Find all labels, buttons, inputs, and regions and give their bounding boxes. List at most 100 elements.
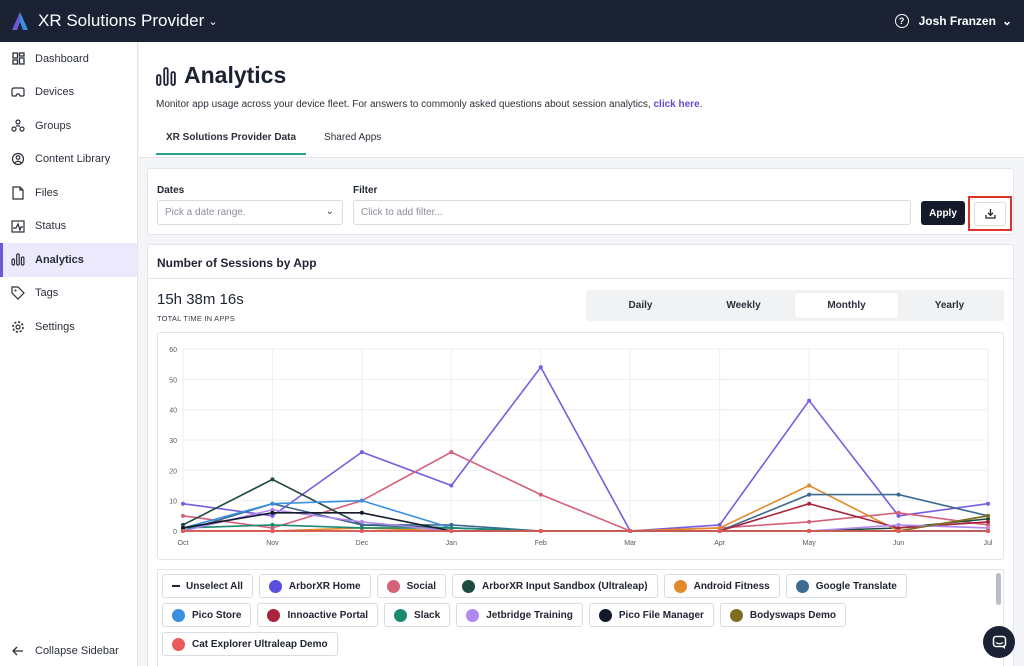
- data-point: [359, 450, 364, 455]
- data-point: [359, 498, 364, 503]
- sidebar-item-label: Dashboard: [35, 52, 89, 65]
- dashboard-icon: [11, 52, 25, 66]
- user-name[interactable]: Josh Franzen: [918, 14, 996, 28]
- data-point: [986, 529, 990, 533]
- data-point: [359, 510, 364, 515]
- y-tick-label: 60: [169, 347, 177, 354]
- main-content: Analytics Monitor app usage across your …: [139, 42, 1024, 666]
- date-range-select[interactable]: Pick a date range. ⌄: [157, 200, 343, 225]
- data-point: [359, 519, 364, 524]
- data-point: [986, 522, 990, 527]
- help-icon[interactable]: ?: [894, 14, 909, 28]
- unselect-all-button[interactable]: Unselect All: [162, 574, 253, 598]
- data-point: [181, 513, 185, 518]
- user-menu[interactable]: ? Josh Franzen ⌄: [894, 14, 1012, 28]
- legend-item[interactable]: Social: [376, 574, 447, 598]
- data-point: [896, 529, 901, 533]
- sidebar-item-label: Tags: [35, 287, 59, 300]
- legend-item[interactable]: ArborXR Home: [258, 574, 371, 598]
- legend-item[interactable]: Pico Store: [162, 603, 252, 627]
- download-button[interactable]: [974, 201, 1006, 226]
- analytics-icon: [156, 66, 176, 86]
- series-line: [183, 484, 989, 532]
- download-highlight: [968, 196, 1012, 231]
- legend-item[interactable]: Bodyswaps Demo: [719, 603, 847, 627]
- filter-label: Filter: [353, 185, 378, 196]
- series-line: [182, 365, 989, 532]
- chat-icon: [992, 635, 1006, 649]
- filter-input[interactable]: Click to add filter...: [353, 200, 911, 225]
- data-point: [181, 525, 185, 530]
- data-point: [896, 513, 901, 518]
- sidebar-item-groups[interactable]: Groups: [0, 109, 137, 143]
- legend-item[interactable]: Pico File Manager: [588, 603, 714, 627]
- x-tick-label: Nov: [266, 540, 279, 547]
- legend-item[interactable]: Cat Explorer Ultraleap Demo: [162, 632, 338, 656]
- page-subtitle: Monitor app usage across your device fle…: [156, 99, 1007, 110]
- period-monthly[interactable]: Monthly: [795, 293, 898, 318]
- legend: Unselect All ArborXR Home Social ArborXR I…: [157, 569, 1004, 666]
- filter-placeholder: Click to add filter...: [361, 207, 443, 218]
- data-point: [270, 513, 275, 518]
- y-tick-label: 0: [173, 529, 177, 536]
- data-point: [986, 501, 990, 506]
- sidebar-item-dashboard[interactable]: Dashboard: [0, 42, 137, 76]
- tab-shared-apps[interactable]: Shared Apps: [324, 132, 382, 143]
- data-point: [896, 492, 901, 497]
- x-tick-label: Dec: [356, 540, 369, 547]
- legend-item[interactable]: Jetbridge Training: [456, 603, 583, 627]
- data-point: [896, 510, 901, 515]
- legend-item[interactable]: Android Fitness: [663, 574, 780, 598]
- gear-icon: [11, 320, 25, 334]
- sidebar-item-settings[interactable]: Settings: [0, 310, 137, 344]
- chevron-down-icon[interactable]: ⌄: [208, 15, 218, 28]
- y-tick-label: 10: [169, 499, 177, 506]
- period-weekly[interactable]: Weekly: [726, 300, 761, 311]
- analytics-icon: [11, 253, 25, 267]
- chat-button[interactable]: [983, 626, 1015, 658]
- legend-label: Bodyswaps Demo: [749, 609, 837, 621]
- page-title: Analytics: [184, 62, 287, 88]
- legend-item[interactable]: Google Translate: [785, 574, 907, 598]
- apply-button[interactable]: Apply: [921, 201, 965, 225]
- chevron-down-icon[interactable]: ⌄: [1001, 14, 1012, 28]
- faq-link[interactable]: click here: [653, 99, 700, 110]
- sidebar-item-files[interactable]: Files: [0, 176, 137, 210]
- total-time-label: TOTAL TIME IN APPS: [157, 314, 235, 323]
- legend-item[interactable]: Innoactive Portal: [257, 603, 379, 627]
- legend-label: Social: [406, 580, 437, 592]
- legend-color-dot: [673, 579, 687, 593]
- data-point: [807, 492, 812, 497]
- legend-label: Android Fitness: [693, 580, 770, 592]
- org-name[interactable]: XR Solutions Provider: [38, 11, 205, 30]
- sidebar-item-label: Status: [35, 220, 67, 233]
- sidebar-item-tags[interactable]: Tags: [0, 277, 137, 311]
- sessions-card: Number of Sessions by App 15h 38m 16s TO…: [147, 244, 1014, 666]
- sidebar-item-analytics[interactable]: Analytics: [0, 243, 137, 277]
- legend-color-dot: [795, 579, 809, 593]
- legend-scrollbar[interactable]: [996, 573, 1001, 605]
- legend-label: ArborXR Input Sandbox (Ultraleap): [482, 580, 648, 592]
- card-title: Number of Sessions by App: [157, 256, 317, 270]
- x-tick-label: Jan: [446, 540, 457, 547]
- y-tick-label: 40: [169, 408, 177, 415]
- collapse-sidebar-button[interactable]: Collapse Sidebar: [11, 644, 119, 658]
- sidebar-item-devices[interactable]: Devices: [0, 76, 137, 110]
- data-point: [807, 398, 812, 403]
- legend-item[interactable]: ArborXR Input Sandbox (Ultraleap): [452, 574, 658, 598]
- legend-list: Unselect All ArborXR Home Social ArborXR I…: [162, 574, 990, 656]
- data-point: [807, 519, 812, 524]
- sidebar-item-status[interactable]: Status: [0, 210, 137, 244]
- period-daily[interactable]: Daily: [628, 300, 653, 311]
- line-chart: 0 10 20 30 40 50 60 Oct Nov Dec Jan Feb Mar Apr May Jun…: [169, 347, 993, 547]
- legend-item[interactable]: Slack: [384, 603, 451, 627]
- x-tick-label: Jul: [984, 540, 993, 547]
- tab-provider-data[interactable]: XR Solutions Provider Data: [156, 132, 307, 155]
- data-point: [359, 529, 364, 533]
- legend-color-dot: [394, 608, 408, 622]
- period-yearly[interactable]: Yearly: [934, 300, 965, 311]
- page-header: Analytics Monitor app usage across your …: [139, 42, 1024, 158]
- sidebar-item-label: Analytics: [35, 253, 84, 266]
- unselect-all-label: Unselect All: [186, 580, 243, 592]
- sidebar-item-content-library[interactable]: Content Library: [0, 143, 137, 177]
